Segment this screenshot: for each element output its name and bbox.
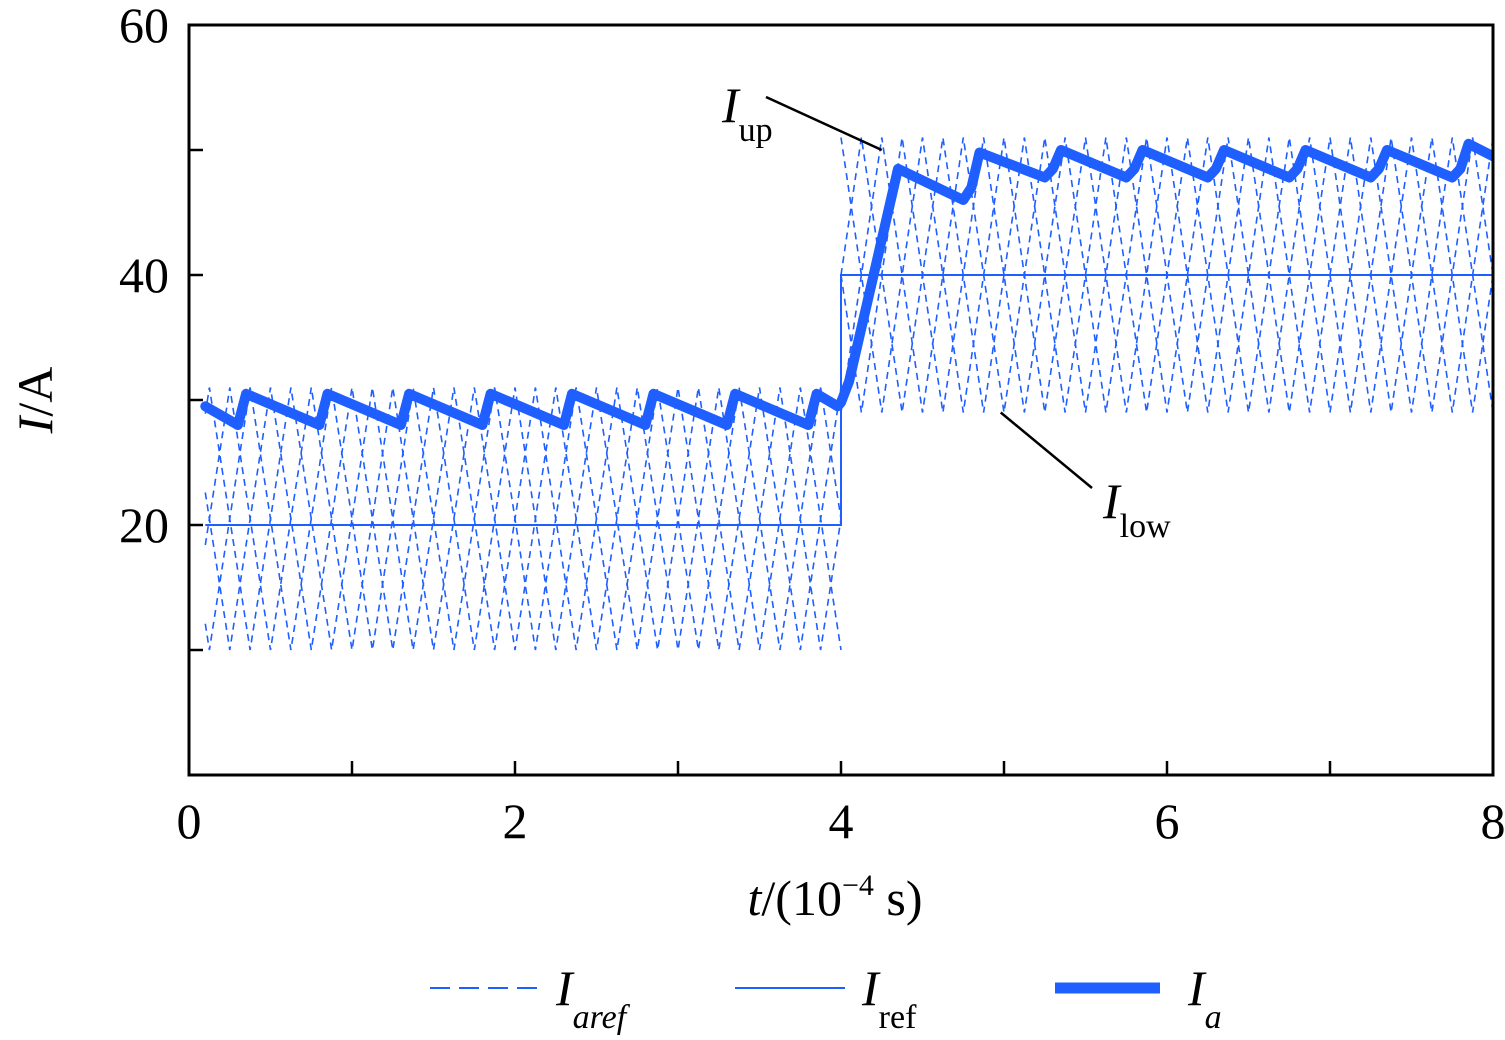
legend-item-ref: Iref: [735, 960, 917, 1036]
legend-item-aref: Iaref: [430, 960, 631, 1036]
legend-label-a: Ia: [1187, 960, 1222, 1036]
series-ref-line: [205, 275, 1493, 525]
x-tick-label: 0: [177, 793, 202, 849]
y-tick-label: 60: [119, 0, 169, 53]
legend-label-ref: Iref: [861, 960, 917, 1036]
annotation-up: Iup: [721, 77, 773, 149]
x-tick-label: 2: [503, 793, 528, 849]
x-axis-label: t/(10−4 s): [748, 869, 923, 926]
annotations-layer: Iup Ilow: [721, 77, 1171, 545]
x-tick-label: 6: [1155, 793, 1180, 849]
y-tick-label: 20: [119, 497, 169, 553]
y-axis-label: I/A: [7, 367, 63, 435]
legend-label-aref: Iaref: [555, 960, 631, 1036]
legend-item-a: Ia: [1055, 960, 1222, 1036]
series-layer: [205, 138, 1493, 651]
legend: Iaref Iref Ia: [430, 960, 1222, 1036]
annotation-leader-up: [766, 97, 882, 150]
series-a-line: [205, 144, 1493, 425]
x-tick-label: 8: [1481, 793, 1505, 849]
y-tick-label: 40: [119, 247, 169, 303]
annotation-leader-low: [1001, 413, 1092, 489]
annotation-low: Ilow: [1102, 473, 1171, 545]
x-tick-label: 4: [829, 793, 854, 849]
